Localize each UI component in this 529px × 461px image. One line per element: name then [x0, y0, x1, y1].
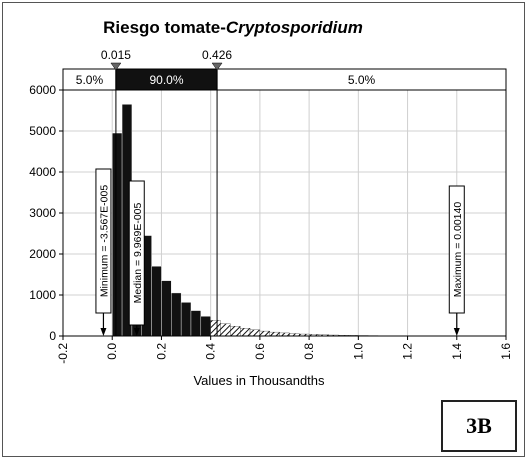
chart-title-italic: Cryptosporidium: [226, 18, 363, 37]
histogram-bar: [210, 320, 221, 337]
marker-label: Maximum = 0.00140: [452, 202, 464, 298]
y-tick-label: 5000: [29, 124, 56, 138]
y-tick-label: 2000: [29, 247, 56, 261]
histogram-bar: [249, 329, 261, 337]
histogram-bar: [220, 323, 231, 337]
histogram-bar: [161, 280, 172, 337]
x-tick-label: 0.8: [302, 343, 316, 360]
marker-label: Median = 9.969E-005: [132, 202, 144, 303]
band-percent-label: 5.0%: [348, 73, 376, 87]
y-tick-label: 6000: [29, 83, 56, 97]
delimiter-triangle-icon: [211, 62, 223, 71]
axes: 0 1000 2000 3000 4000 5000 6000 -0.2 0.0 0.2 0.4 0.…: [29, 83, 513, 364]
marker-arrow-icon: [100, 328, 107, 336]
x-tick-label: 0.6: [253, 343, 267, 360]
y-tick-label: 1000: [29, 288, 56, 302]
y-tick-label: 4000: [29, 165, 56, 179]
histogram-bar: [230, 326, 241, 337]
x-tick-label: 1.6: [499, 343, 513, 360]
x-tick-label: 1.2: [401, 343, 415, 360]
delimiter-value-label: 0.015: [101, 48, 131, 62]
marker-label-box: [448, 185, 465, 314]
x-tick-label: 0.0: [105, 343, 119, 360]
y-tick-label: 3000: [29, 206, 56, 220]
panel-label: 3B: [441, 400, 517, 452]
x-tick-label: 1.4: [450, 343, 464, 360]
delimiter-value-label: 0.426: [202, 48, 232, 62]
histogram-bar: [259, 330, 270, 337]
x-tick-label: 1.0: [351, 343, 365, 360]
band-percent-label: 90.0%: [149, 73, 183, 87]
y-tick-label: 0: [49, 329, 56, 343]
marker-arrow-icon: [453, 328, 460, 336]
marker-label-box: [95, 168, 112, 314]
marker-label: Minimum = -3.567E-005: [98, 185, 110, 298]
histogram-bar: [269, 331, 280, 337]
histogram-chart: Riesgo tomate-Cryptosporidium 5.0% 90.0% 5…: [29, 18, 513, 388]
percentile-band: 5.0% 90.0% 5.0% 0.015 0.426: [62, 48, 507, 336]
x-tick-label: 0.2: [154, 343, 168, 360]
x-axis-label: Values in Thousandths: [193, 373, 325, 388]
x-tick-label: 0.4: [204, 343, 218, 360]
histogram-bar: [240, 328, 251, 337]
delimiter-triangle-icon: [110, 62, 122, 71]
band-percent-label: 5.0%: [76, 73, 104, 87]
histogram-bar: [112, 132, 123, 337]
x-tick-label: -0.2: [56, 343, 70, 364]
figure-frame: Riesgo tomate-Cryptosporidium 5.0% 90.0% 5…: [2, 2, 525, 457]
histogram-bar: [190, 310, 202, 337]
histogram-bar: [200, 316, 211, 337]
histogram-bar: [171, 292, 182, 337]
marker-arrow-icon: [133, 328, 140, 336]
histogram-bar: [151, 266, 162, 337]
chart-title-plain: Riesgo tomate-: [103, 18, 226, 37]
histogram-bar: [180, 302, 192, 337]
marker-label-box: [128, 180, 145, 326]
statistic-markers: Minimum = -3.567E-005 Median = 9.969E-005…: [95, 168, 465, 336]
chart-title: Riesgo tomate-Cryptosporidium: [103, 18, 363, 37]
